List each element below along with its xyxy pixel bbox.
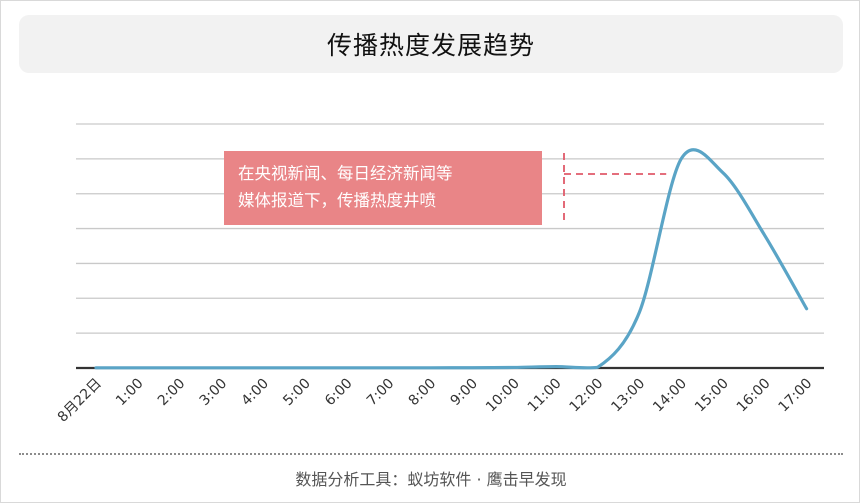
- chart-title: 传播热度发展趋势: [326, 31, 535, 60]
- annotation-leader-line: [563, 153, 667, 225]
- data-point: [345, 366, 349, 370]
- x-tick-label: 9:00: [447, 376, 481, 410]
- x-tick-label: 14:00: [650, 376, 690, 416]
- x-tick-label: 15:00: [692, 376, 732, 416]
- x-tick-label: 6:00: [322, 376, 356, 410]
- x-tick-label: 11:00: [525, 376, 565, 416]
- title-bar: 传播热度发展趋势: [19, 15, 843, 73]
- data-point: [428, 366, 432, 370]
- data-point: [387, 366, 391, 370]
- x-tick-label: 13:00: [608, 376, 648, 416]
- annotation-text: 在央视新闻、每日经济新闻等 媒体报道下，传播热度井喷: [238, 164, 453, 210]
- x-tick-label: 16:00: [734, 376, 774, 416]
- data-point: [94, 366, 98, 370]
- x-tick-label: 5:00: [280, 376, 314, 410]
- data-point: [596, 365, 600, 369]
- footer-credit: 数据分析工具：蚁坊软件 · 鹰击早发现: [295, 470, 567, 489]
- x-tick-label: 3:00: [197, 376, 231, 410]
- data-point: [261, 366, 265, 370]
- data-point: [721, 171, 725, 175]
- data-point: [637, 310, 641, 314]
- x-tick-label: 1:00: [113, 376, 147, 410]
- series-line: [94, 148, 809, 370]
- x-tick-label: 2:00: [155, 376, 189, 410]
- data-point: [178, 366, 182, 370]
- x-axis-ticks: 8月22日 1:00 2:00 3:00 4:00 5:00 6:00 7:00 8:00 9:0…: [55, 376, 816, 426]
- x-tick-label: 8月22日: [55, 376, 105, 426]
- x-tick-label: 4:00: [238, 376, 272, 410]
- data-point: [219, 366, 223, 370]
- footer-divider: [19, 453, 843, 455]
- data-point: [136, 366, 140, 370]
- annotation-box: 在央视新闻、每日经济新闻等 媒体报道下，传播热度井喷: [224, 151, 542, 225]
- data-point: [303, 366, 307, 370]
- x-tick-label: 8:00: [406, 376, 440, 410]
- data-point: [679, 157, 683, 161]
- data-point: [554, 365, 558, 369]
- x-tick-label: 12:00: [567, 376, 607, 416]
- data-point: [470, 366, 474, 370]
- x-tick-label: 10:00: [483, 376, 523, 416]
- x-tick-label: 17:00: [776, 376, 816, 416]
- data-point: [805, 307, 809, 311]
- data-point: [763, 234, 767, 238]
- data-point: [512, 365, 516, 369]
- x-tick-label: 7:00: [364, 376, 398, 410]
